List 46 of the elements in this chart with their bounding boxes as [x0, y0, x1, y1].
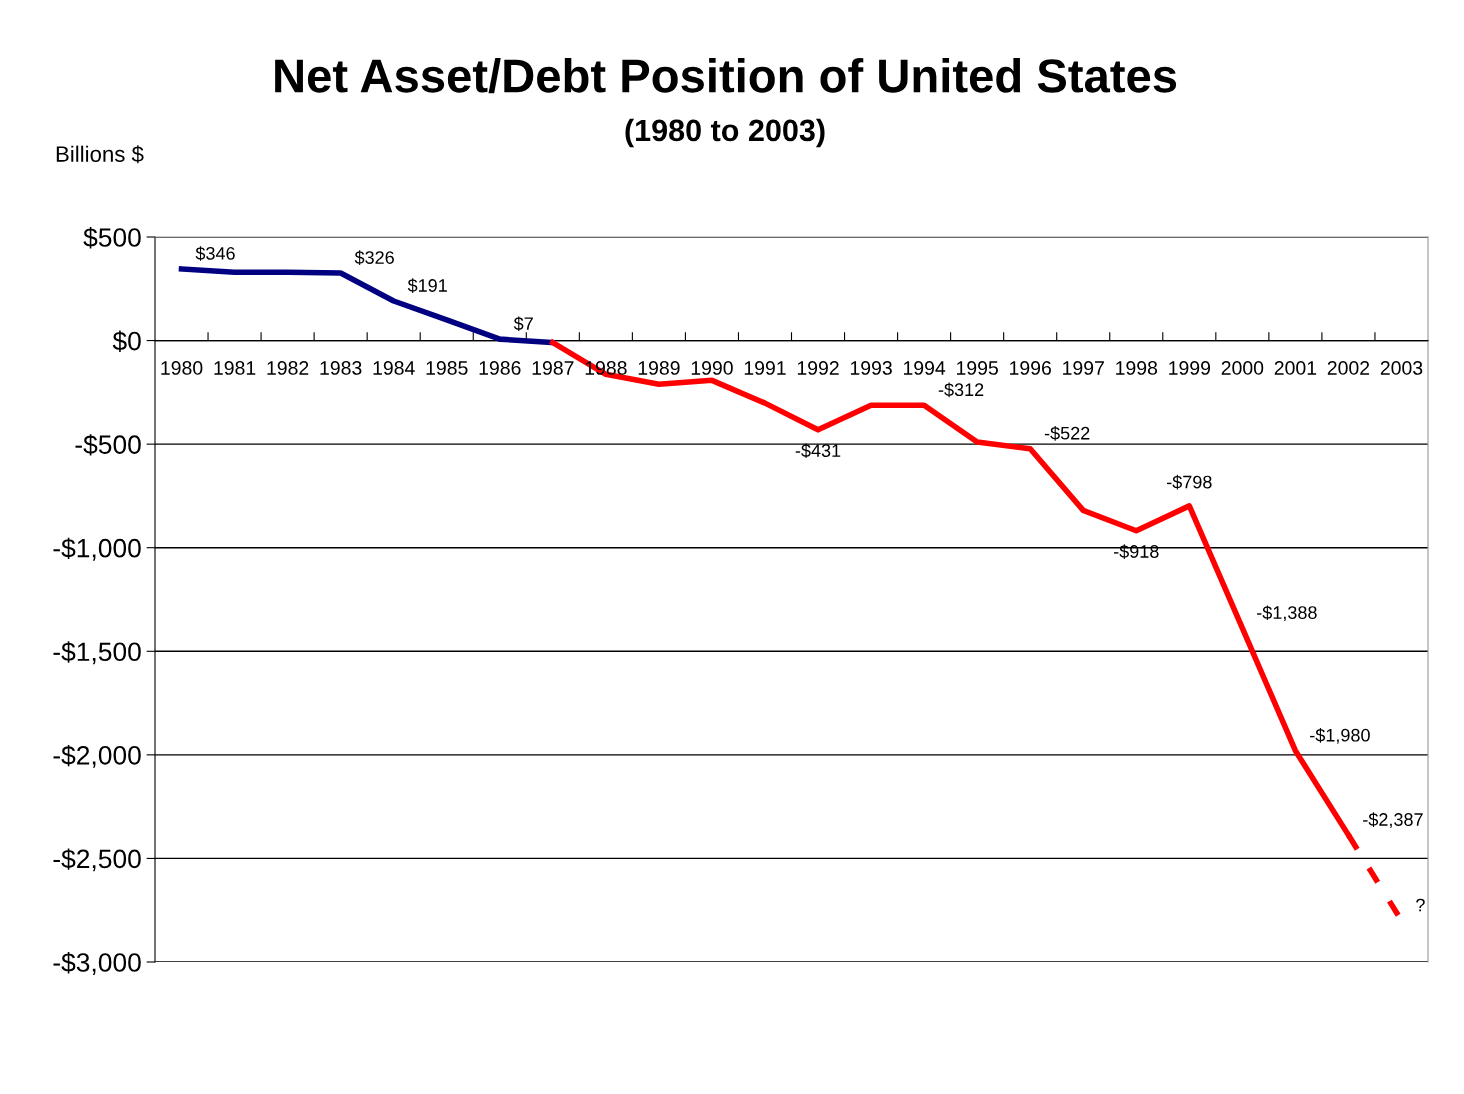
- x-tick-label: 1987: [532, 361, 574, 375]
- chart-title: Net Asset/Debt Position of United States: [275, 57, 1177, 94]
- data-label: $191: [407, 278, 447, 293]
- y-tick-label: -$1,500: [53, 641, 141, 665]
- data-label: $7: [513, 316, 533, 332]
- x-tick-label: 2000: [1221, 361, 1264, 375]
- y-tick-label: -$2,500: [53, 848, 141, 872]
- data-label: $346: [195, 246, 235, 261]
- data-label: -$798: [1167, 474, 1212, 490]
- y-tick-label: -$3,000: [53, 952, 141, 975]
- data-label: -$312: [938, 382, 984, 398]
- data-label: ?: [1416, 898, 1425, 912]
- x-tick-label: 2003: [1380, 361, 1423, 375]
- x-tick-label: 1983: [320, 361, 362, 375]
- y-tick-label: -$500: [75, 434, 141, 456]
- x-tick-label: 1993: [850, 361, 892, 375]
- x-tick-label: 1996: [1010, 361, 1051, 375]
- x-tick-label: 2002: [1327, 361, 1370, 375]
- x-tick-label: 1985: [426, 361, 468, 375]
- x-tick-label: 1999: [1169, 361, 1211, 375]
- y-tick-label: $500: [83, 227, 141, 249]
- y-tick-label: -$1,000: [53, 537, 141, 561]
- y-tick-label: $0: [112, 330, 141, 352]
- chart-subtitle: (1980 to 2003): [625, 118, 825, 148]
- data-label: $326: [354, 250, 394, 265]
- x-tick-label: 1989: [638, 361, 680, 375]
- data-label: -$522: [1044, 426, 1090, 441]
- data-label: -$2,387: [1363, 812, 1423, 829]
- x-tick-label: 1991: [744, 361, 786, 375]
- x-tick-label: 1998: [1116, 361, 1158, 375]
- x-tick-label: 1984: [373, 361, 415, 375]
- data-label: -$1,388: [1257, 605, 1317, 622]
- data-label: -$1,980: [1310, 728, 1370, 744]
- y-tick-label: -$2,000: [53, 744, 141, 768]
- x-tick-label: 1981: [214, 361, 256, 375]
- y-axis-title: Billions $: [56, 145, 144, 164]
- x-tick-label: 1990: [691, 361, 733, 375]
- x-tick-label: 1995: [957, 361, 998, 375]
- x-tick-label: 1986: [479, 361, 521, 375]
- x-tick-label: 1997: [1063, 361, 1104, 375]
- x-tick-label: 1980: [161, 361, 203, 375]
- x-tick-label: 1992: [797, 361, 839, 375]
- x-tick-label: 1994: [903, 361, 946, 375]
- x-tick-label: 2001: [1274, 361, 1317, 375]
- data-label: -$431: [795, 443, 841, 459]
- x-tick-label: 1982: [267, 361, 309, 375]
